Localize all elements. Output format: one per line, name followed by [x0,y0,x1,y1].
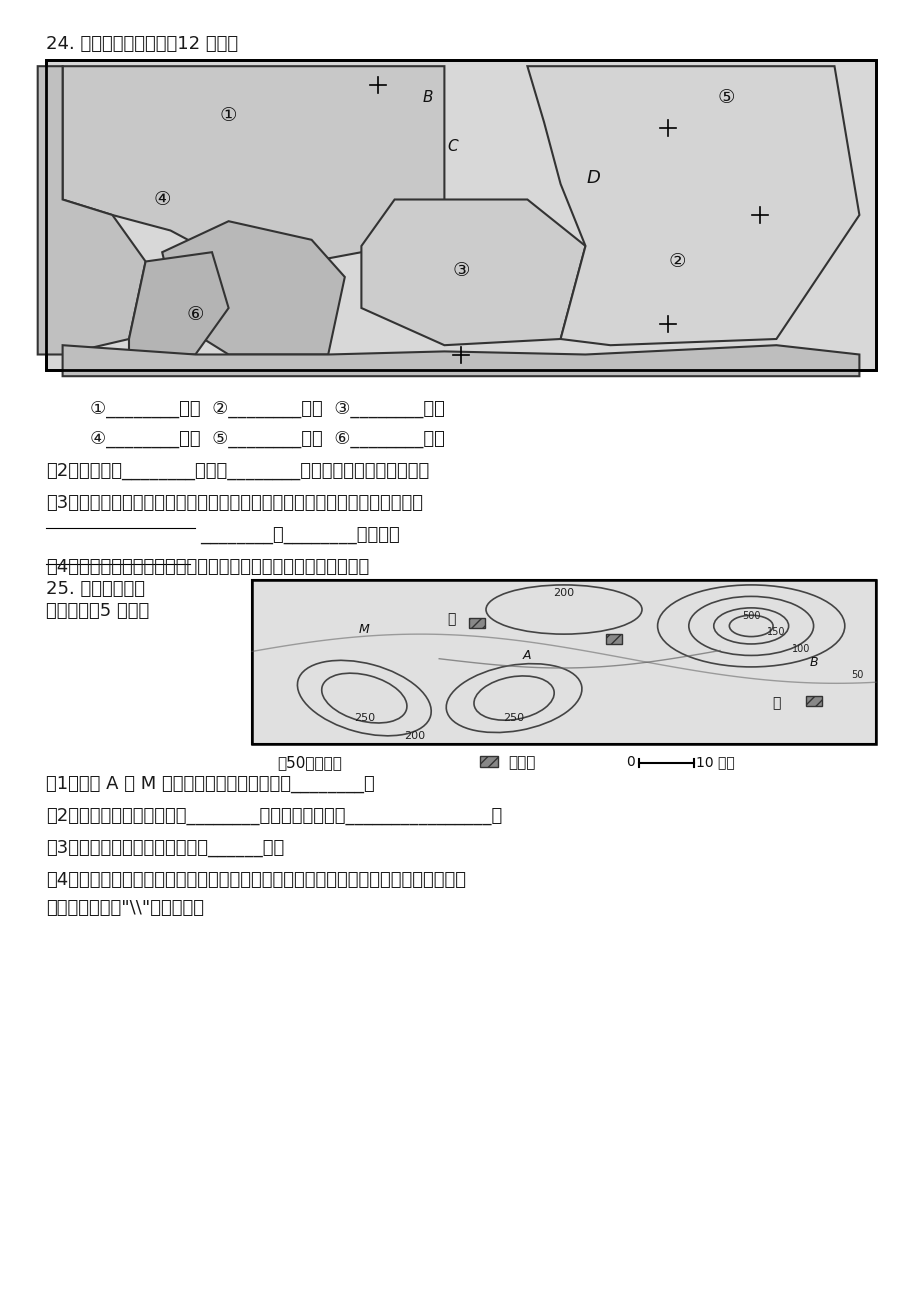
Text: （4）该地区用水很紧张，为此决定修一座水库，请你运用所学地理知识帮助选择最佳坝: （4）该地区用水很紧张，为此决定修一座水库，请你运用所学地理知识帮助选择最佳坝 [46,871,466,889]
Text: （50）等高线: （50）等高线 [277,755,342,770]
Text: ④________板块  ⑤________板块  ⑥________板块: ④________板块 ⑤________板块 ⑥________板块 [90,430,445,448]
Polygon shape [361,199,584,346]
Bar [606,634,621,644]
Text: 250: 250 [354,712,374,723]
Text: （2）图中甲村庄在乙村庄的________方向，小河流向是________________。: （2）图中甲村庄在乙村庄的________方向，小河流向是___________… [46,807,502,826]
Text: 址，并在图中用"\\"表示出来。: 址，并在图中用"\\"表示出来。 [46,900,204,916]
Polygon shape [38,66,145,355]
Text: 50: 50 [850,670,863,680]
Text: 甲: 甲 [447,612,456,627]
Text: 25. 读右图，完成: 25. 读右图，完成 [46,580,145,598]
Text: 24. 根据下图完成为题（12 分）：: 24. 根据下图完成为题（12 分）： [46,35,238,53]
Bar [46,60,875,370]
Text: （2）我国位于________板块、________板块和印度洋板块交界处。: （2）我国位于________板块、________板块和印度洋板块交界处。 [46,462,429,480]
Bar [252,580,875,744]
Text: 居民点: 居民点 [507,755,535,770]
Text: ③: ③ [452,261,470,281]
Text: ④: ④ [153,190,171,209]
Text: ⑥: ⑥ [187,304,204,324]
Polygon shape [62,66,444,261]
Text: ②: ② [667,252,685,270]
Text: B: B [422,90,433,105]
Bar [46,60,875,370]
Text: （4）上课时若突发地震，应采用哪些安全的逃生方法（至少两条）: （4）上课时若突发地震，应采用哪些安全的逃生方法（至少两条） [46,558,369,576]
Text: 10 千米: 10 千米 [695,755,734,770]
Text: 乙: 乙 [771,696,779,710]
Text: 250: 250 [503,712,524,723]
Text: B: B [809,655,817,668]
Text: 150: 150 [766,628,785,637]
Text: 500: 500 [741,611,760,621]
Text: A: A [522,649,530,662]
Polygon shape [129,252,228,355]
Polygon shape [162,221,345,355]
Bar [468,618,484,628]
Text: 0: 0 [626,755,634,770]
Bar [480,755,497,767]
Text: 以下问题（5 分）：: 以下问题（5 分）： [46,602,149,620]
Polygon shape [62,346,858,376]
Text: （3）甲、乙两村庄的相对高度是______米。: （3）甲、乙两村庄的相对高度是______米。 [46,838,284,857]
Text: 100: 100 [791,644,810,654]
Text: 200: 200 [553,588,574,598]
Text: D: D [586,169,600,187]
Text: （1）图中 A 和 M 两处所在地，坡度较陡的是________。: （1）图中 A 和 M 两处所在地，坡度较陡的是________。 [46,775,374,793]
Text: ⑤: ⑤ [717,87,734,107]
Text: M: M [358,623,369,636]
Text: ①________板块  ②________板块  ③________板块: ①________板块 ②________板块 ③________板块 [90,400,445,419]
Text: 200: 200 [403,731,425,741]
Polygon shape [527,66,858,346]
Text: ①: ① [220,107,237,125]
Text: ________和________地震带。: ________和________地震带。 [199,526,400,543]
Text: （3）由于受板块运动影响，我国多发生火山、地震。我国所处的火山地震带是: （3）由于受板块运动影响，我国多发生火山、地震。我国所处的火山地震带是 [46,494,423,512]
Bar [805,697,821,706]
Text: C: C [447,139,458,155]
Bar [252,580,875,744]
